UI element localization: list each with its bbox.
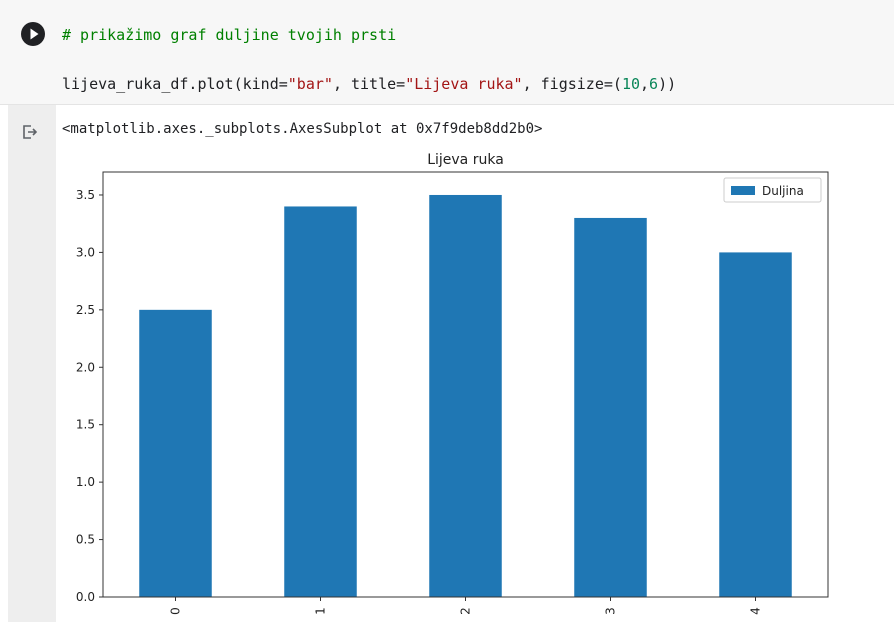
x-tick-label: 1 <box>314 607 328 615</box>
code-comment: # prikažimo graf duljine tvojih prsti <box>62 26 397 44</box>
y-tick-label: 0.0 <box>76 590 95 604</box>
play-icon <box>30 28 39 40</box>
code-token: , figsize=( <box>522 75 622 93</box>
code-line-plot[interactable]: lijeva_ruka_df.plot(kind="bar", title="L… <box>62 75 676 93</box>
output-arrow-icon[interactable] <box>22 124 38 140</box>
bar-3 <box>574 217 647 597</box>
code-string: "bar" <box>287 75 333 93</box>
legend-swatch <box>731 186 755 195</box>
bar-0 <box>139 309 212 597</box>
code-cell[interactable]: # prikažimo graf duljine tvojih prsti li… <box>0 0 894 105</box>
output-repr-text: <matplotlib.axes._subplots.AxesSubplot a… <box>62 121 543 137</box>
code-string: "Lijeva ruka" <box>405 75 523 93</box>
x-tick-label: 4 <box>749 607 763 615</box>
code-token: )) <box>658 75 677 93</box>
y-tick-label: 3.0 <box>76 245 95 259</box>
y-tick-label: 2.0 <box>76 360 95 374</box>
x-tick-label: 3 <box>604 607 618 615</box>
bar-4 <box>719 252 792 598</box>
y-tick-label: 3.5 <box>76 188 95 202</box>
y-tick-label: 2.5 <box>76 303 95 317</box>
legend-box <box>723 177 822 203</box>
code-token: , title= <box>332 75 406 93</box>
legend-label: Duljina <box>762 184 804 198</box>
bar-2 <box>429 194 502 598</box>
plot-frame <box>102 171 829 598</box>
run-cell-button[interactable] <box>21 22 45 46</box>
y-tick-label: 0.5 <box>76 533 95 547</box>
chart-title: Lijeva ruka <box>427 152 504 168</box>
bar-1 <box>284 206 357 597</box>
code-line-comment[interactable]: # prikažimo graf duljine tvojih prsti <box>62 26 396 44</box>
y-tick-label: 1.0 <box>76 475 95 489</box>
code-number: 10 <box>621 75 640 93</box>
output-gutter <box>8 105 56 622</box>
code-token: lijeva_ruka_df.plot(kind= <box>62 75 288 93</box>
y-tick-label: 1.5 <box>76 418 95 432</box>
code-token: , <box>640 75 650 93</box>
x-tick-label: 2 <box>459 607 473 615</box>
code-number: 6 <box>649 75 659 93</box>
x-tick-label: 0 <box>169 607 183 615</box>
